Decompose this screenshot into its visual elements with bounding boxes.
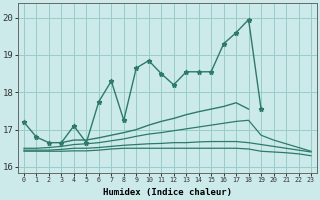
X-axis label: Humidex (Indice chaleur): Humidex (Indice chaleur)	[103, 188, 232, 197]
